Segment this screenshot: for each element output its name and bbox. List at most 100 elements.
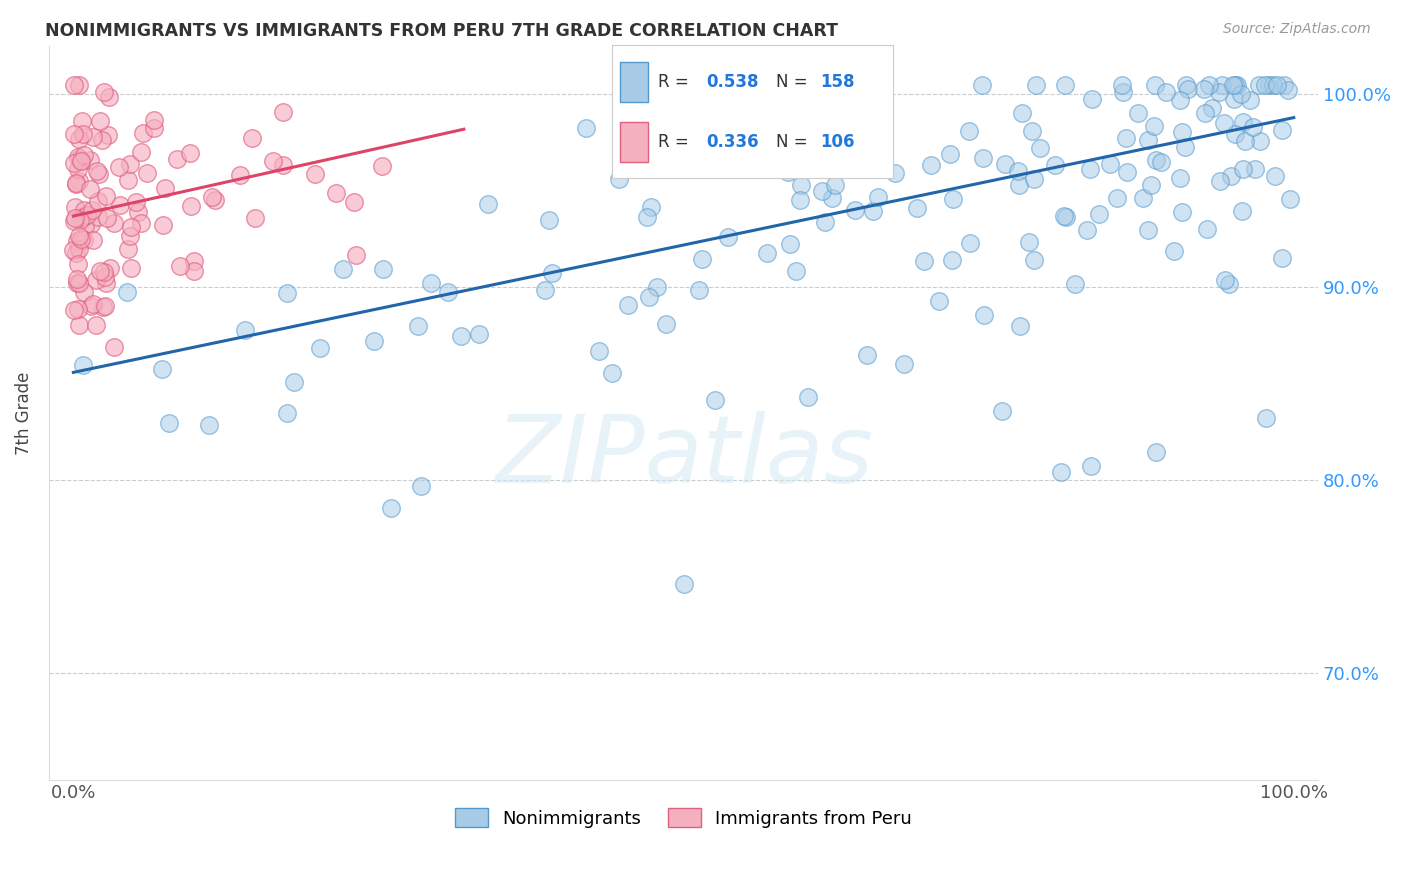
- Point: [1163, 244, 1185, 259]
- Point: [690, 252, 713, 266]
- Point: [1213, 116, 1236, 130]
- Point: [152, 218, 174, 232]
- Point: [1211, 78, 1233, 92]
- Text: Source: ZipAtlas.com: Source: ZipAtlas.com: [1223, 22, 1371, 37]
- Point: [371, 261, 394, 276]
- Point: [63, 78, 86, 92]
- Point: [97, 128, 120, 142]
- Point: [1136, 133, 1159, 147]
- FancyBboxPatch shape: [620, 62, 648, 102]
- Point: [1171, 205, 1194, 219]
- Point: [131, 126, 153, 140]
- Point: [1174, 140, 1197, 154]
- Point: [1098, 156, 1121, 170]
- Point: [1220, 169, 1243, 183]
- Point: [1233, 134, 1256, 148]
- Point: [893, 357, 915, 371]
- Point: [1249, 134, 1271, 148]
- Point: [1081, 92, 1104, 106]
- Text: 158: 158: [820, 73, 855, 91]
- Point: [179, 145, 201, 160]
- Point: [1078, 162, 1101, 177]
- Point: [1198, 78, 1220, 92]
- Point: [640, 200, 662, 214]
- Point: [371, 159, 394, 173]
- Point: [1011, 106, 1033, 120]
- Point: [183, 254, 205, 268]
- Point: [1177, 82, 1199, 96]
- Point: [183, 264, 205, 278]
- Point: [939, 147, 962, 161]
- Point: [1241, 120, 1264, 134]
- Point: [942, 192, 965, 206]
- Point: [70, 153, 93, 168]
- Point: [66, 149, 89, 163]
- Point: [67, 132, 90, 146]
- Point: [789, 193, 811, 207]
- Point: [1230, 87, 1253, 102]
- Point: [87, 194, 110, 209]
- Point: [67, 302, 90, 317]
- Point: [1239, 93, 1261, 107]
- Point: [117, 173, 139, 187]
- Point: [1257, 78, 1279, 92]
- Text: R =: R =: [658, 133, 689, 152]
- Point: [821, 190, 844, 204]
- Point: [1226, 78, 1249, 92]
- Point: [91, 300, 114, 314]
- Point: [1222, 78, 1244, 92]
- Point: [240, 130, 263, 145]
- Point: [776, 165, 799, 179]
- Point: [1053, 210, 1076, 224]
- Point: [1022, 252, 1045, 267]
- Point: [65, 245, 87, 260]
- Point: [1105, 191, 1128, 205]
- Point: [67, 242, 90, 256]
- Point: [82, 202, 104, 217]
- Point: [325, 186, 347, 201]
- Point: [93, 299, 115, 313]
- Point: [79, 153, 101, 167]
- Point: [271, 158, 294, 172]
- Text: R =: R =: [658, 73, 689, 91]
- Point: [406, 319, 429, 334]
- Point: [588, 343, 610, 358]
- Point: [920, 158, 942, 172]
- Point: [62, 128, 84, 142]
- Point: [118, 156, 141, 170]
- Point: [129, 216, 152, 230]
- Point: [72, 202, 94, 217]
- Point: [169, 259, 191, 273]
- Point: [129, 145, 152, 159]
- Point: [1264, 169, 1286, 183]
- Point: [1080, 459, 1102, 474]
- Point: [1272, 78, 1295, 92]
- Point: [1021, 124, 1043, 138]
- Point: [204, 193, 226, 207]
- Point: [84, 273, 107, 287]
- Point: [1271, 123, 1294, 137]
- Point: [87, 210, 110, 224]
- Point: [1053, 78, 1076, 92]
- Point: [94, 189, 117, 203]
- Point: [143, 112, 166, 127]
- Point: [143, 121, 166, 136]
- Point: [1279, 192, 1302, 206]
- Point: [65, 272, 87, 286]
- Text: 0.538: 0.538: [706, 73, 758, 91]
- Point: [994, 157, 1017, 171]
- Point: [1144, 445, 1167, 459]
- Point: [127, 205, 149, 219]
- Point: [1025, 78, 1047, 92]
- Point: [655, 317, 678, 331]
- Point: [638, 291, 661, 305]
- Point: [437, 285, 460, 300]
- Point: [180, 199, 202, 213]
- Point: [1174, 78, 1197, 92]
- Point: [308, 341, 330, 355]
- Point: [1137, 222, 1160, 236]
- Point: [69, 152, 91, 166]
- Point: [1076, 223, 1098, 237]
- Point: [541, 266, 564, 280]
- Point: [970, 78, 993, 92]
